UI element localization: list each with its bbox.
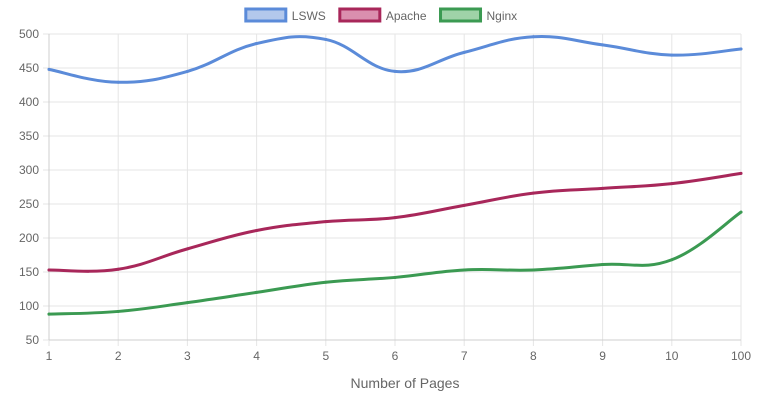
legend-label-lsws: LSWS: [292, 9, 326, 23]
legend-item-apache[interactable]: Apache: [338, 7, 427, 23]
data-point-apache: [670, 182, 674, 186]
data-point-apache: [47, 268, 51, 272]
x-tick-label: 4: [253, 349, 260, 363]
legend[interactable]: LSWS Apache Nginx: [244, 7, 518, 23]
data-point-lsws: [116, 80, 120, 84]
data-point-lsws: [255, 42, 259, 46]
data-point-lsws: [531, 35, 535, 39]
y-tick-label: 100: [19, 299, 39, 313]
y-tick-label: 200: [19, 231, 39, 245]
x-tick-label: 6: [392, 349, 399, 363]
data-point-apache: [531, 191, 535, 195]
data-point-nginx: [601, 263, 605, 267]
x-tick-label: 7: [461, 349, 468, 363]
y-tick-label: 150: [19, 265, 39, 279]
data-point-apache: [393, 216, 397, 220]
y-tick-label: 500: [19, 27, 39, 41]
x-tick-label: 1: [46, 349, 53, 363]
data-point-nginx: [185, 301, 189, 305]
x-tick-label: 9: [599, 349, 606, 363]
data-point-lsws: [324, 37, 328, 41]
legend-label-nginx: Nginx: [487, 9, 518, 23]
x-axis-title: Number of Pages: [351, 375, 460, 391]
data-point-nginx: [393, 275, 397, 279]
x-tick-label: 100: [731, 349, 751, 363]
data-point-apache: [324, 220, 328, 224]
legend-swatch-apache: [338, 7, 382, 23]
data-point-apache: [601, 186, 605, 190]
legend-item-lsws[interactable]: LSWS: [244, 7, 326, 23]
data-point-nginx: [324, 280, 328, 284]
y-tick-label: 350: [19, 129, 39, 143]
x-tick-label: 3: [184, 349, 191, 363]
data-point-lsws: [393, 69, 397, 73]
data-point-lsws: [670, 53, 674, 57]
series-layer: [47, 34, 743, 316]
y-tick-label: 50: [26, 333, 40, 347]
legend-item-nginx[interactable]: Nginx: [439, 7, 518, 23]
data-point-nginx: [47, 312, 51, 316]
data-point-apache: [185, 247, 189, 251]
x-tick-label: 2: [115, 349, 122, 363]
y-tick-label: 450: [19, 61, 39, 75]
y-tick-label: 250: [19, 197, 39, 211]
data-point-apache: [739, 171, 743, 175]
data-point-apache: [255, 229, 259, 233]
x-tick-label: 5: [322, 349, 329, 363]
data-point-lsws: [462, 50, 466, 54]
data-point-apache: [462, 203, 466, 207]
legend-swatch-lsws: [244, 7, 288, 23]
data-point-nginx: [531, 268, 535, 272]
data-point-lsws: [185, 69, 189, 73]
data-point-nginx: [116, 309, 120, 313]
data-point-nginx: [670, 258, 674, 262]
data-point-apache: [116, 267, 120, 271]
y-tick-label: 300: [19, 163, 39, 177]
x-tick-label: 8: [530, 349, 537, 363]
axis-layer: 50 100 150 200 250 300 350 400 450 500 1 2 3 4 5 6 7 8 9 10…: [19, 27, 751, 363]
data-point-nginx: [255, 290, 259, 294]
data-point-nginx: [462, 268, 466, 272]
x-tick-label: 10: [665, 349, 679, 363]
data-point-nginx: [739, 210, 743, 214]
data-point-lsws: [739, 47, 743, 51]
data-point-lsws: [47, 67, 51, 71]
data-point-lsws: [601, 43, 605, 47]
legend-label-apache: Apache: [386, 9, 427, 23]
legend-swatch-nginx: [439, 7, 483, 23]
y-tick-label: 400: [19, 95, 39, 109]
